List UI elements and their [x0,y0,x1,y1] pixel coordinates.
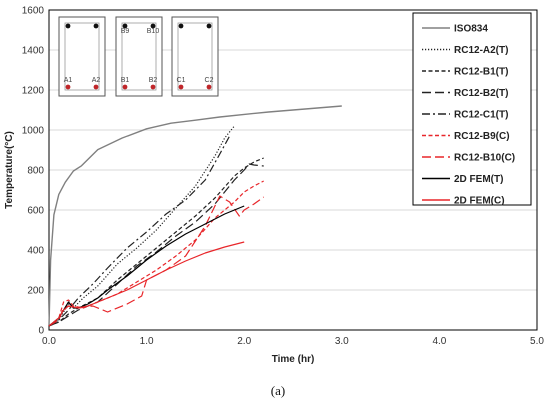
y-tick-label: 1400 [22,46,45,57]
y-axis-title: Temperature(°C) [4,131,15,209]
legend-label: RC12-B2(T) [454,88,508,99]
plot-area-frame [48,9,538,331]
x-tick-label: 1.0 [140,336,154,347]
legend-label: RC12-C1(T) [454,110,508,121]
x-tick-label: 4.0 [432,336,446,347]
rebar-dot [122,23,128,29]
y-tick-label: 600 [27,206,44,217]
legend-label: RC12-B9(C) [454,131,510,142]
x-tick-label: 2.0 [237,336,251,347]
rebar-label: C2 [205,77,214,84]
section-stirrup [121,22,157,91]
legend-label: 2D FEM(C) [454,196,505,207]
x-tick-label: 3.0 [335,336,349,347]
rebar-dot [178,84,184,90]
section-stirrup [64,22,100,91]
rebar-label: B2 [149,77,158,84]
rebar-dot [93,84,99,90]
legend-label: RC12-B1(T) [454,67,508,78]
rebar-label: A2 [92,77,101,84]
series-line [48,135,231,327]
legend-label: RC12-B10(C) [454,153,515,164]
y-tick-label: 0 [38,326,44,337]
rebar-dot [150,23,156,29]
series-line [48,163,264,327]
rebar-label: B9 [121,28,130,35]
rebar-dot [150,84,156,90]
section-outline [58,16,106,97]
rebar-label: B10 [147,28,160,35]
x-tick-label: 5.0 [530,336,544,347]
rebar-label: B1 [121,77,130,84]
rebar-label: A1 [64,77,73,84]
y-tick-label: 1600 [22,6,45,17]
rebar-dot [178,23,184,29]
x-tick-label: 0.0 [42,336,56,347]
legend-box [412,12,532,206]
series-line [48,241,245,327]
series-line [48,105,342,327]
rebar-dot [206,23,212,29]
series-line [48,205,245,327]
y-tick-label: 800 [27,166,44,177]
cross-section-insets: A1 A2 B1 B2 B9 B10 C1 C2 [58,16,219,97]
rebar-dot [122,84,128,90]
y-tick-label: 1000 [22,126,45,137]
rebar-label: C1 [177,77,186,84]
section-outline [171,16,219,97]
legend-label: ISO834 [454,24,488,35]
legend-label: 2D FEM(T) [454,174,503,185]
rebar-dot [206,84,212,90]
series-lines [48,105,342,327]
rebar-dot [65,23,71,29]
section-stirrup [177,22,213,91]
x-axis-title: Time (hr) [272,354,315,365]
figure-caption: (a) [271,383,285,398]
y-tick-label: 200 [27,286,44,297]
series-line [48,157,264,327]
tick-labels: 0 200 400 600 800 1000 1200 1400 1600 0.0 1.0 2.0 3.… [22,6,545,348]
series-line [48,180,264,327]
legend-label: RC12-A2(T) [454,45,508,56]
rebar-dot [93,23,99,29]
section-outline [115,16,163,97]
rebar-dot [65,84,71,90]
legend: ISO834 RC12-A2(T) RC12-B1(T) RC12-B2(T) RC12… [422,24,515,207]
y-tick-label: 1200 [22,86,45,97]
y-tick-label: 400 [27,246,44,257]
